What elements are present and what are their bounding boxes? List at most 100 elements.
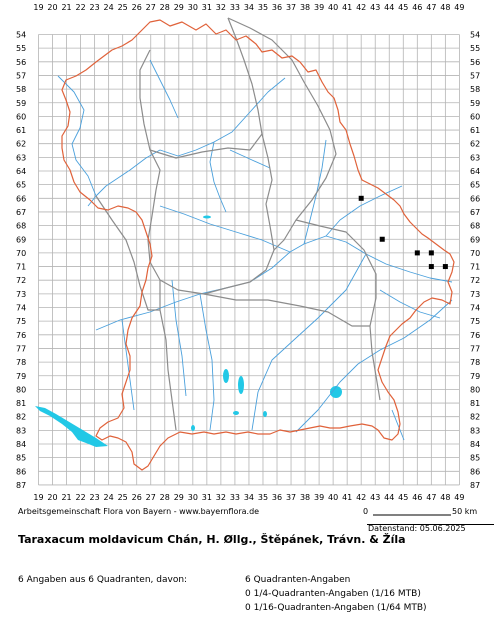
district-boundaries: [95, 17, 381, 431]
y-tick-left-64: 64: [16, 167, 26, 176]
x-tick-top-28: 28: [160, 3, 170, 12]
y-tick-right-79: 79: [470, 372, 480, 381]
x-tick-top-27: 27: [146, 3, 156, 12]
y-tick-left-69: 69: [16, 235, 26, 244]
x-tick-top-42: 42: [356, 3, 366, 12]
y-tick-right-80: 80: [470, 385, 480, 394]
x-tick-bottom-28: 28: [160, 493, 170, 500]
x-tick-top-40: 40: [328, 3, 338, 12]
y-tick-left-55: 55: [16, 44, 26, 53]
y-tick-right-67: 67: [470, 208, 480, 217]
y-tick-right-58: 58: [470, 85, 480, 94]
y-tick-left-76: 76: [16, 331, 26, 340]
x-tick-top-43: 43: [370, 3, 380, 12]
y-tick-left-60: 60: [16, 112, 26, 121]
y-tick-right-85: 85: [470, 454, 480, 463]
district-boundary-swabia: [159, 280, 177, 431]
occurrence-marker: [428, 264, 434, 270]
y-tick-right-76: 76: [470, 331, 480, 340]
x-tick-bottom-39: 39: [314, 493, 324, 500]
y-tick-right-69: 69: [470, 235, 480, 244]
x-tick-bottom-24: 24: [104, 493, 114, 500]
river-naab: [303, 139, 327, 245]
river-regnitz: [209, 141, 227, 213]
y-tick-left-56: 56: [16, 58, 26, 67]
x-tick-bottom-22: 22: [75, 493, 85, 500]
x-tick-bottom-36: 36: [272, 493, 282, 500]
y-tick-left-78: 78: [16, 358, 26, 367]
occurrence-marker: [442, 264, 448, 270]
y-tick-left-80: 80: [16, 385, 26, 394]
river-salzach: [391, 409, 405, 441]
x-tick-top-47: 47: [426, 3, 436, 12]
y-tick-left-68: 68: [16, 222, 26, 231]
x-tick-bottom-21: 21: [61, 493, 71, 500]
district-boundary-oberbayern-north: [203, 293, 370, 327]
x-tick-bottom-46: 46: [412, 493, 422, 500]
x-axis-labels-top: 19 20 21 22 23 24 25 26 27 28 29 30 31 32 33 34 35 36 37 38…: [33, 3, 464, 12]
y-tick-right-66: 66: [470, 194, 480, 203]
x-tick-top-49: 49: [454, 3, 464, 12]
y-tick-left-87: 87: [16, 481, 26, 490]
x-tick-top-37: 37: [286, 3, 296, 12]
x-tick-bottom-32: 32: [216, 493, 226, 500]
y-tick-right-75: 75: [470, 317, 480, 326]
x-tick-bottom-20: 20: [47, 493, 57, 500]
x-tick-top-34: 34: [244, 3, 254, 12]
x-tick-top-32: 32: [216, 3, 226, 12]
x-tick-top-23: 23: [90, 3, 100, 12]
x-tick-top-48: 48: [440, 3, 450, 12]
y-tick-right-71: 71: [470, 263, 480, 272]
y-tick-right-83: 83: [470, 426, 480, 435]
y-tick-left-79: 79: [16, 372, 26, 381]
y-tick-left-81: 81: [16, 399, 26, 408]
y-tick-left-86: 86: [16, 467, 26, 476]
y-tick-left-57: 57: [16, 71, 26, 80]
y-tick-right-55: 55: [470, 44, 480, 53]
x-tick-top-36: 36: [272, 3, 282, 12]
lake-forggensee: [191, 425, 195, 431]
y-tick-left-85: 85: [16, 454, 26, 463]
x-tick-top-22: 22: [75, 3, 85, 12]
occurrence-marker: [379, 236, 385, 242]
y-tick-right-65: 65: [470, 181, 480, 190]
x-tick-top-25: 25: [118, 3, 128, 12]
x-tick-top-35: 35: [258, 3, 268, 12]
y-tick-right-59: 59: [470, 99, 480, 108]
district-boundary-mittelfranken: [149, 133, 263, 159]
x-tick-bottom-33: 33: [230, 493, 240, 500]
stat-quadrant: 6 Quadranten-Angaben: [245, 575, 351, 585]
x-tick-bottom-31: 31: [202, 493, 212, 500]
y-tick-right-64: 64: [470, 167, 480, 176]
y-tick-right-74: 74: [470, 304, 480, 313]
x-tick-top-24: 24: [104, 3, 114, 12]
y-tick-right-60: 60: [470, 112, 480, 121]
stat-quarter-quadrant: 0 1/4-Quadranten-Angaben (1/16 MTB): [245, 589, 421, 599]
bavaria-outline: [61, 19, 455, 471]
x-tick-bottom-26: 26: [132, 493, 142, 500]
grid-lines: [38, 34, 460, 486]
y-tick-left-70: 70: [16, 249, 26, 258]
lakes: [35, 215, 342, 447]
river-inn: [295, 299, 453, 433]
y-tick-right-82: 82: [470, 413, 480, 422]
lake-kochelsee: [233, 411, 239, 415]
y-tick-left-66: 66: [16, 194, 26, 203]
y-tick-left-71: 71: [16, 263, 26, 272]
occurrence-marker: [358, 195, 364, 201]
river-main: [87, 77, 286, 207]
x-tick-top-21: 21: [61, 3, 71, 12]
river-iller: [121, 319, 135, 411]
rivers: [57, 59, 453, 441]
distribution-map: 19 20 21 22 23 24 25 26 27 28 29 30 31 32 33 34 35 36 37 38…: [16, 3, 480, 500]
species-title: Taraxacum moldavicum Chán, H. Øllg., Ště…: [18, 533, 406, 546]
y-tick-right-68: 68: [470, 222, 480, 231]
lake-bodensee: [35, 406, 108, 447]
y-tick-left-82: 82: [16, 413, 26, 422]
y-tick-right-86: 86: [470, 467, 480, 476]
lake-tegernsee: [263, 411, 267, 417]
river-main-west: [57, 75, 97, 197]
x-tick-bottom-41: 41: [342, 493, 352, 500]
datenstand-divider: [367, 524, 494, 525]
x-tick-top-33: 33: [230, 3, 240, 12]
